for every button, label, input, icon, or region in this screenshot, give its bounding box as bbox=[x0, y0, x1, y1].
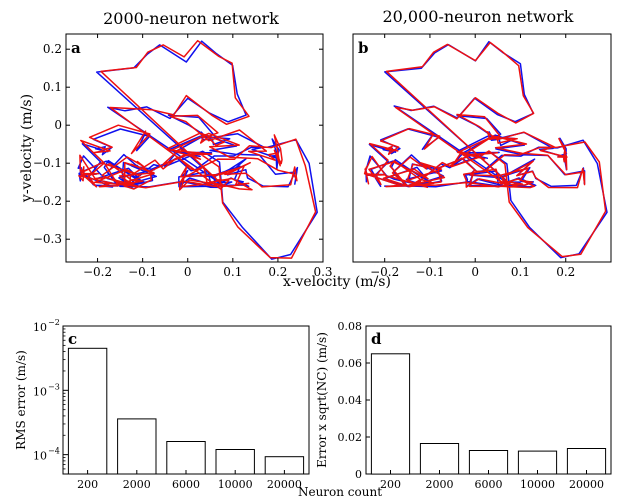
x-tick-label: 10000 bbox=[218, 478, 253, 491]
x-tick-label: −0.2 bbox=[83, 265, 112, 279]
y-tick-label: 0.04 bbox=[338, 394, 363, 407]
panel-c-letter: c bbox=[68, 330, 77, 348]
y-tick-label: −0.3 bbox=[33, 232, 62, 246]
x-tick-label: −0.1 bbox=[128, 265, 157, 279]
y-tick-exponent: −4 bbox=[48, 447, 60, 456]
x-tick-label: 0 bbox=[184, 265, 192, 279]
y-tick-label: 0.02 bbox=[338, 431, 363, 444]
bar bbox=[370, 353, 411, 475]
x-tick-label: 0.2 bbox=[556, 265, 575, 279]
y-tick-label: 10 bbox=[33, 321, 47, 334]
panel-b-letter: b bbox=[358, 39, 369, 57]
x-tick-label: 20000 bbox=[267, 478, 302, 491]
x-tick-label: 0.3 bbox=[313, 265, 332, 279]
y-tick-label: −0.1 bbox=[33, 156, 62, 170]
y-tick-label: 0.2 bbox=[43, 42, 62, 56]
panel-a-title: 2000-neuron network bbox=[103, 9, 279, 28]
y-tick-label: 0.08 bbox=[338, 320, 363, 333]
panel-a-ylabel: y-velocity (m/s) bbox=[19, 94, 35, 203]
panel-d: d 0 0.02 0.04 0.06 0.08 200 2000 6000 10000 2000… bbox=[338, 320, 612, 491]
panel-a: a 0.2 0.1 0 −0.1 −0.2 −0.3 −0.2 −0.1 0 0.1 0.2 0.3 bbox=[33, 33, 333, 279]
x-tick-label: 6000 bbox=[172, 478, 200, 491]
panel-a-letter: a bbox=[71, 39, 81, 57]
bar bbox=[67, 347, 108, 475]
y-tick-label: 10 bbox=[33, 385, 47, 398]
bar bbox=[215, 449, 255, 475]
y-tick-label: 0.06 bbox=[338, 357, 363, 370]
x-tick-label: 10000 bbox=[520, 478, 555, 491]
panel-b-frame bbox=[352, 33, 612, 263]
panel-b: b −0.2 −0.1 0 0.1 0.2 bbox=[352, 33, 612, 279]
bar bbox=[419, 443, 460, 475]
x-tick-label: −0.2 bbox=[370, 265, 399, 279]
y-tick-label: −0.2 bbox=[33, 194, 62, 208]
x-tick-label: 0.1 bbox=[223, 265, 242, 279]
x-tick-label: 200 bbox=[380, 478, 401, 491]
panel-d-letter: d bbox=[371, 330, 382, 348]
y-tick-label: 10 bbox=[33, 450, 47, 463]
trajectory-line-blue bbox=[364, 40, 608, 259]
x-tick-label: 6000 bbox=[475, 478, 503, 491]
x-tick-label: 0 bbox=[471, 265, 479, 279]
panel-a-frame bbox=[65, 33, 324, 263]
trajectory-line-red bbox=[78, 39, 317, 259]
panel-d-ylabel: Error x sqrt(NC) (m/s) bbox=[315, 332, 329, 468]
panel-c-ylabel: RMS error (m/s) bbox=[14, 350, 28, 450]
panel-c: c 10−210−310−4 200 2000 6000 10000 20000 bbox=[33, 318, 310, 491]
y-tick-exponent: −3 bbox=[48, 382, 60, 391]
shared-bar-xlabel: Neuron count bbox=[298, 485, 382, 499]
y-tick-label: 0 bbox=[355, 468, 362, 481]
x-tick-label: 0.2 bbox=[268, 265, 287, 279]
x-tick-label: 0.1 bbox=[511, 265, 530, 279]
panel-b-title: 20,000-neuron network bbox=[382, 7, 573, 26]
x-tick-label: 2000 bbox=[123, 478, 151, 491]
x-tick-label: 20000 bbox=[569, 478, 604, 491]
x-tick-label: 2000 bbox=[426, 478, 454, 491]
shared-xlabel: x-velocity (m/s) bbox=[283, 274, 391, 290]
x-tick-label: −0.1 bbox=[415, 265, 444, 279]
bar bbox=[166, 441, 206, 475]
y-tick-label: 0.1 bbox=[43, 80, 62, 94]
y-tick-exponent: −2 bbox=[48, 318, 60, 327]
y-tick-label: 0 bbox=[54, 118, 62, 132]
bar bbox=[117, 418, 157, 475]
trajectory-line-red bbox=[363, 41, 607, 258]
x-tick-label: 200 bbox=[77, 478, 98, 491]
